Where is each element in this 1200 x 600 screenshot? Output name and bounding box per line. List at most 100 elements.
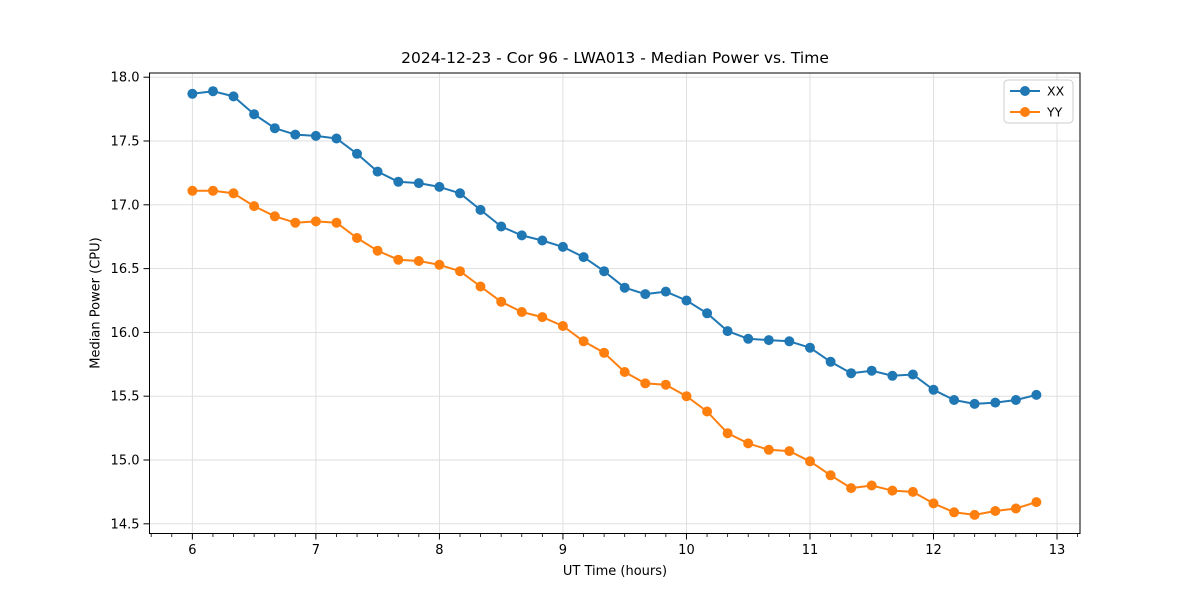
data-point (949, 395, 960, 405)
data-point (578, 252, 589, 263)
data-point (352, 148, 362, 159)
data-point (290, 217, 301, 228)
data-point (496, 296, 507, 307)
data-point (660, 379, 671, 390)
data-point (619, 282, 630, 293)
data-point (187, 185, 198, 196)
x-axis-label: UT Time (hours) (562, 564, 668, 579)
data-point (928, 384, 939, 395)
data-point (413, 178, 424, 189)
data-point (537, 235, 548, 246)
data-point (434, 259, 445, 270)
data-point (208, 185, 218, 196)
legend-label: XX (1047, 84, 1065, 99)
data-point (846, 483, 857, 494)
y-axis: 14.5 15.0 15.5 16.0 16.5 17.0 17.5 18.0 (111, 71, 150, 532)
data-point (331, 133, 342, 144)
data-point (681, 295, 692, 306)
chart-title: 2024-12-23 - Cor 96 - LWA013 - Median Po… (401, 49, 829, 67)
data-point (578, 336, 589, 347)
data-point (969, 509, 980, 520)
legend-label: YY (1046, 105, 1063, 120)
legend-item-YY: YY (1010, 105, 1063, 120)
y-tick-label: 16.0 (111, 326, 140, 341)
data-point (825, 356, 836, 367)
legend-marker (1020, 107, 1030, 117)
data-point (352, 233, 362, 243)
x-tick-label: 8 (435, 543, 443, 558)
data-point (866, 480, 877, 491)
data-point (269, 211, 280, 222)
x-axis: 6 7 8 9 10 11 12 13 (150, 533, 1079, 558)
data-point (331, 217, 342, 228)
data-point (907, 369, 918, 380)
data-point (784, 336, 795, 347)
y-axis-label: Median Power (CPU) (88, 237, 104, 369)
data-point (1031, 497, 1042, 508)
y-tick-label: 16.5 (111, 262, 140, 277)
data-point (1031, 389, 1042, 400)
y-tick-label: 18.0 (111, 71, 140, 86)
data-point (825, 470, 836, 481)
data-point (187, 88, 198, 99)
legend-item-XX: XX (1010, 84, 1065, 99)
data-point (516, 307, 527, 317)
data-point (784, 446, 795, 457)
x-tick-label: 9 (559, 543, 567, 558)
y-tick-label: 15.0 (111, 454, 140, 469)
data-point (866, 365, 877, 376)
legend-marker (1020, 86, 1030, 96)
data-point (599, 347, 610, 358)
y-tick-label: 17.0 (111, 198, 140, 213)
data-point (907, 486, 918, 497)
data-point (516, 230, 527, 241)
data-point (413, 256, 424, 266)
data-point (990, 397, 1001, 408)
x-tick-label: 12 (925, 543, 942, 558)
y-tick-label: 14.5 (111, 517, 140, 532)
series-line-YY (192, 189, 1037, 516)
data-point (537, 312, 548, 323)
data-point (475, 281, 486, 292)
data-point (557, 321, 568, 331)
data-point (269, 123, 280, 134)
data-point (640, 289, 651, 300)
data-point (681, 391, 692, 402)
data-point (928, 498, 939, 509)
data-point (455, 188, 465, 199)
data-point (393, 254, 404, 265)
data-point (743, 438, 754, 449)
x-tick-label: 7 (312, 543, 320, 558)
data-point (208, 86, 218, 97)
data-point (763, 335, 774, 346)
data-point (846, 368, 857, 379)
x-tick-label: 6 (188, 543, 196, 558)
data-point (702, 308, 713, 319)
data-point (599, 266, 610, 277)
data-point (619, 367, 630, 377)
data-point (640, 378, 651, 389)
data-point (557, 241, 568, 252)
y-tick-label: 17.5 (111, 135, 140, 150)
x-tick-label: 11 (802, 543, 819, 558)
data-point (722, 326, 733, 337)
data-point (228, 188, 239, 199)
data-point (228, 91, 239, 102)
data-point (660, 286, 671, 297)
data-point (249, 109, 260, 120)
data-point (249, 201, 260, 212)
data-point (434, 181, 445, 192)
x-tick-label: 13 (1049, 543, 1066, 558)
data-point (887, 370, 898, 381)
data-point (310, 130, 321, 141)
data-point (990, 506, 1001, 516)
series-XX (187, 86, 1042, 409)
data-point (310, 216, 321, 227)
data-point (1010, 395, 1021, 405)
data-point (496, 221, 507, 232)
data-point (805, 456, 815, 467)
data-point (722, 428, 733, 439)
data-point (887, 485, 898, 496)
